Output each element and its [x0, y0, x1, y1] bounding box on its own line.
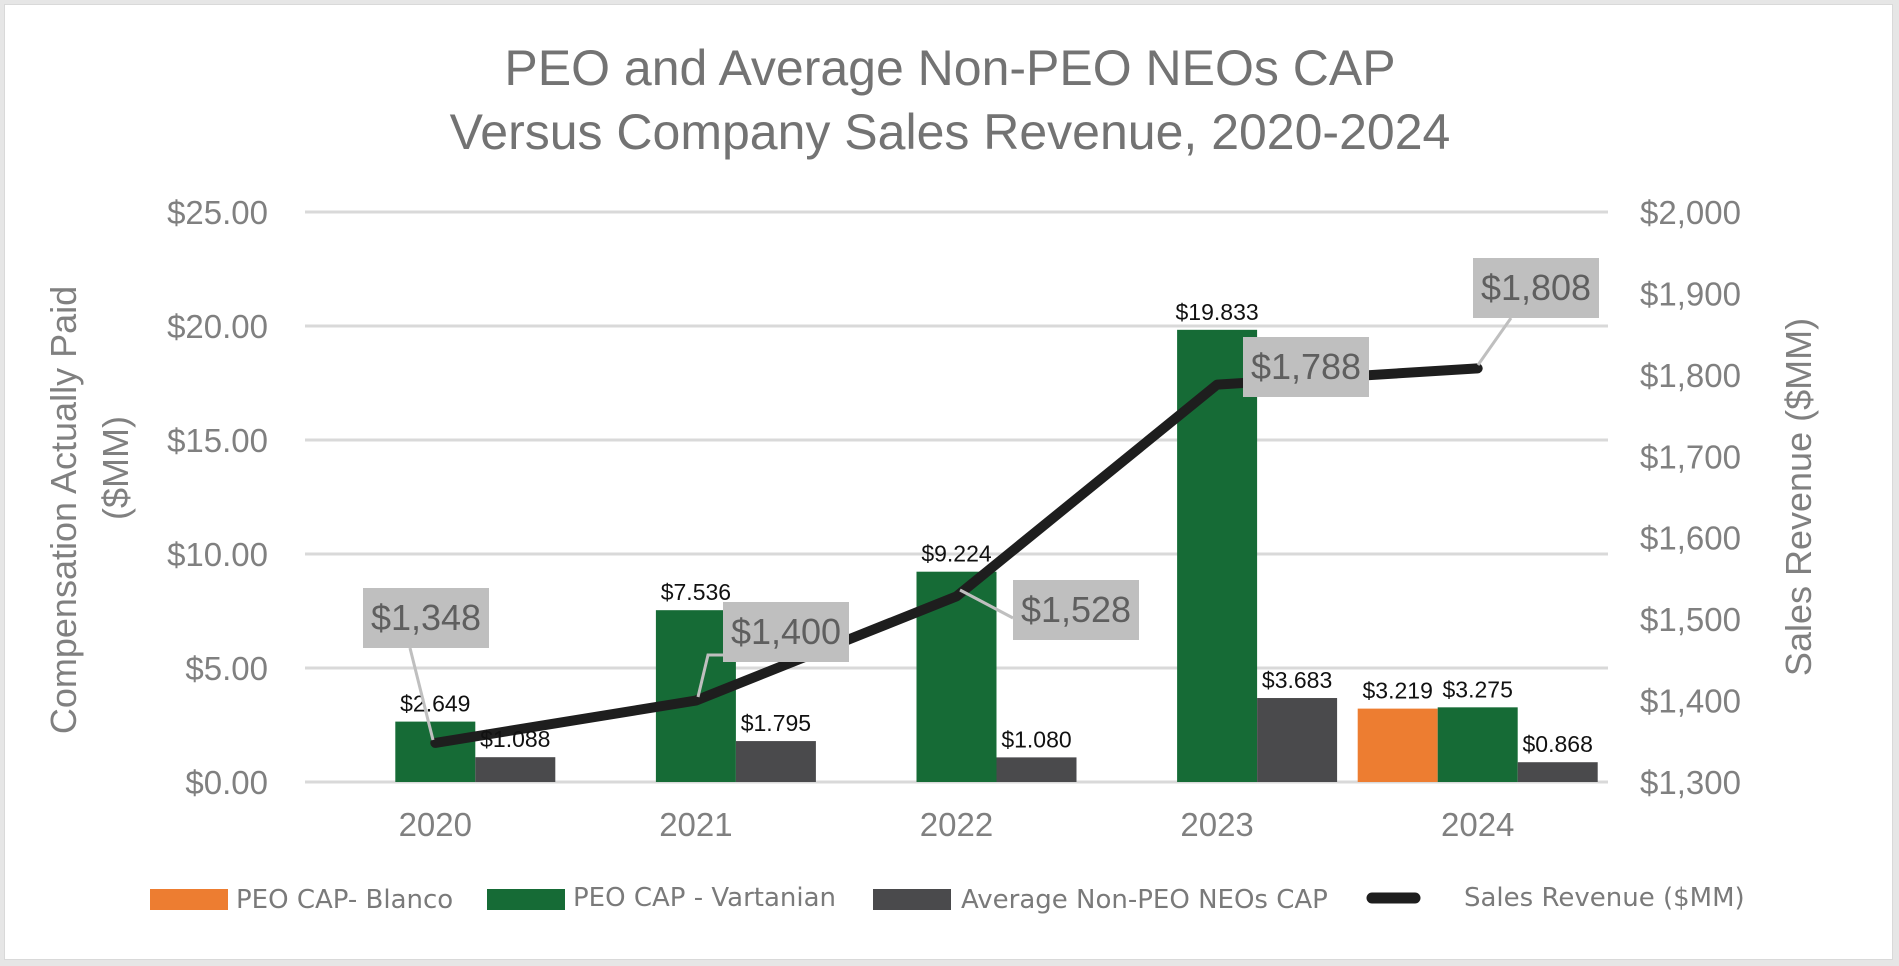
left-tick-label: $10.00	[167, 536, 268, 573]
callout-box	[723, 602, 849, 662]
bar-series	[395, 329, 1598, 782]
callout-box	[1013, 580, 1139, 640]
left-tick-label: $5.00	[185, 650, 268, 687]
legend-swatch-non-peo	[873, 889, 951, 910]
callout-leader	[408, 647, 435, 741]
legend: PEO CAP- Blanco PEO CAP - Vartanian Aver…	[150, 883, 1745, 915]
bar-data-label: $3.275	[1443, 676, 1513, 702]
line-data-callouts: $1,348 $1,400 $1,528 $1,788 $1,808	[363, 258, 1599, 741]
right-axis-label: Sales Revenue ($MM)	[1778, 318, 1819, 676]
right-tick-label: $1,800	[1640, 357, 1741, 394]
bar	[1257, 698, 1338, 782]
right-tick-label: $1,400	[1640, 683, 1741, 720]
x-tick-label: 2020	[399, 806, 472, 843]
callout-leader	[959, 588, 1014, 620]
legend-label-sales: Sales Revenue ($MM)	[1464, 883, 1745, 913]
line-data-label: $1,400	[731, 611, 841, 652]
x-tick-label: 2021	[659, 806, 732, 843]
right-tick-label: $1,700	[1640, 438, 1741, 475]
legend-label-blanco: PEO CAP- Blanco	[236, 885, 453, 915]
chart-title-line-2: Versus Company Sales Revenue, 2020-2024	[450, 104, 1451, 160]
x-tick-label: 2023	[1180, 806, 1253, 843]
right-tick-label: $1,900	[1640, 275, 1741, 312]
chart-title-line-1: PEO and Average Non-PEO NEOs CAP	[504, 40, 1395, 96]
left-tick-label: $0.00	[185, 764, 268, 801]
bar-data-label: $3.219	[1363, 678, 1433, 704]
left-tick-label: $25.00	[167, 194, 268, 231]
bar-data-label: $0.868	[1523, 731, 1593, 757]
legend-swatch-vartanian	[487, 889, 565, 910]
left-axis-ticks: $0.00 $5.00 $10.00 $15.00 $20.00 $25.00	[167, 194, 268, 801]
bar-data-label: $19.833	[1176, 299, 1259, 325]
bar-data-label: $1.088	[480, 726, 550, 752]
bar	[996, 757, 1077, 782]
left-axis-label-line-1: Compensation Actually Paid	[43, 286, 84, 734]
bar-data-label: $2.649	[400, 691, 470, 717]
bar	[1357, 708, 1438, 782]
legend-label-non-peo: Average Non-PEO NEOs CAP	[961, 885, 1328, 915]
left-tick-label: $15.00	[167, 422, 268, 459]
bar-data-label: $3.683	[1262, 667, 1332, 693]
x-tick-label: 2024	[1441, 806, 1514, 843]
x-axis-ticks: 2020 2021 2022 2023 2024	[399, 806, 1515, 843]
bar	[1517, 762, 1598, 782]
left-tick-label: $20.00	[167, 308, 268, 345]
bar-data-labels: $3.219 $2.649 $7.536 $9.224 $19.833 $3.275 $1.…	[400, 299, 1593, 757]
bar-data-label: $1.080	[1001, 726, 1071, 752]
bar	[475, 757, 556, 782]
line-data-label: $1,528	[1021, 589, 1131, 630]
right-tick-label: $1,300	[1640, 764, 1741, 801]
callout-leader	[1476, 317, 1513, 366]
bar-data-label: $9.224	[921, 541, 992, 567]
bar	[1437, 707, 1518, 782]
callout-box	[1243, 337, 1369, 397]
legend-label-vartanian: PEO CAP - Vartanian	[573, 883, 836, 913]
bar-data-label: $1.795	[741, 710, 811, 736]
callout-leader	[696, 653, 723, 698]
bar	[1177, 329, 1258, 782]
bar	[735, 741, 816, 782]
line-data-label: $1,788	[1251, 346, 1361, 387]
bar	[395, 721, 476, 782]
right-tick-label: $1,600	[1640, 520, 1741, 557]
x-tick-label: 2022	[920, 806, 993, 843]
callout-box	[1473, 258, 1599, 318]
right-axis-ticks: $1,300 $1,400 $1,500 $1,600 $1,700 $1,800 $1,9…	[1640, 194, 1741, 801]
left-axis-label-line-2: ($MM)	[95, 416, 136, 520]
line-data-label: $1,808	[1481, 267, 1591, 308]
line-data-label: $1,348	[371, 597, 481, 638]
right-tick-label: $2,000	[1640, 194, 1741, 231]
bar-data-label: $7.536	[661, 579, 731, 605]
callout-box	[363, 588, 489, 648]
right-tick-label: $1,500	[1640, 601, 1741, 638]
chart-frame	[4, 4, 1893, 960]
legend-swatch-blanco	[150, 889, 228, 910]
